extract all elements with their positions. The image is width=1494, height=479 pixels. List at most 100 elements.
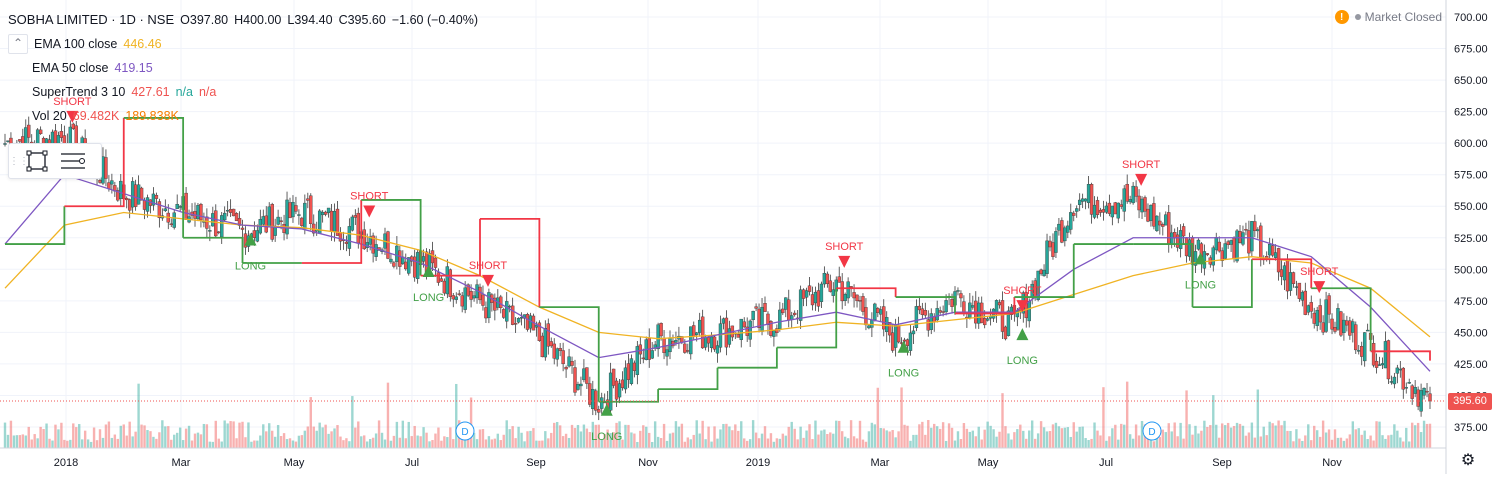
candle-body [389,258,393,263]
supertrend-segment [420,218,481,277]
legend-supertrend[interactable]: SuperTrend 3 10 427.61 n/a n/a [8,80,484,104]
long-arrow-icon [422,265,435,277]
volume-bar [915,434,918,448]
volume-bar [1042,427,1046,448]
candle-body [1357,350,1361,352]
candle-body [353,215,358,218]
volume-bar [701,420,704,448]
candle-body [196,205,200,220]
volume-bar [772,441,776,448]
drawing-toolbar[interactable]: ⋮⋮ [8,143,102,179]
collapse-icon[interactable]: ⌃ [8,34,28,54]
candle [1205,253,1210,257]
volume-bar [1253,437,1257,448]
time-tick-label: Mar [871,457,890,469]
candle-body [1152,203,1156,227]
candle-body [656,324,660,350]
volume-bar [606,429,609,448]
candle-body [873,303,877,321]
volume-bar [434,433,437,448]
volume-bar [630,432,633,448]
candle-body [306,198,310,201]
candle-body [540,335,545,358]
candle-body [1089,184,1094,215]
lines-tool-icon[interactable] [55,146,91,176]
volume-bar [1182,438,1185,448]
warning-icon[interactable]: ! [1334,10,1349,24]
volume-bar [520,432,523,448]
volume-bar [279,436,283,448]
volume-bar [119,425,122,448]
volume-bar [1090,438,1093,448]
volume-bar [374,433,378,448]
candle-body [831,289,835,296]
candle-body [139,187,144,201]
volume-bar [175,432,179,448]
gear-icon[interactable]: ⚙ [1460,452,1476,469]
market-status[interactable]: ! Market Closed [1334,10,1442,24]
volume-bar [930,427,933,448]
candle-body [1416,389,1420,407]
volume-bar [653,421,657,448]
symbol-title[interactable]: SOBHA LIMITED · 1D · NSE [8,12,175,27]
rectangle-tool-icon[interactable] [19,146,55,176]
candle [1193,244,1198,273]
volume-bar [33,434,36,448]
candle [665,345,669,366]
price-tick-label: 425.00 [1454,359,1488,371]
volume-bar [1218,437,1221,448]
volume-bar [600,439,603,448]
candle-body [1354,324,1358,351]
volume-bar [1384,438,1387,448]
candle [1161,222,1165,236]
volume-bar [642,425,645,448]
candle-body [697,319,702,333]
volume-bar [716,438,719,448]
candle [1113,201,1118,215]
legend-volume[interactable]: Vol 20 69.482K 189.838K [8,104,484,128]
volume-bar [1102,387,1105,448]
candle-body [214,210,218,237]
legend-ema100[interactable]: ⌃ EMA 100 close 446.46 [8,32,484,56]
candle [386,230,390,260]
candle-body [119,180,123,199]
volume-bar [339,436,342,448]
volume-bar [891,430,894,448]
time-tick-label: Sep [1212,457,1232,469]
volume-bar [769,433,773,448]
volume-bar [547,438,550,448]
indicator-lines [0,117,1446,403]
volume-ma-value: 189.838K [125,109,179,123]
drag-handle-icon[interactable]: ⋮⋮ [9,155,29,167]
volume-bar [962,423,966,448]
volume-bar [484,439,488,448]
time-axis[interactable]: 2018 Mar May Jul Sep Nov 2019 Mar May Jul Sep Nov [0,447,1446,469]
candle-body [323,211,328,215]
candle-body [558,348,562,351]
volume-value: 69.482K [72,109,120,123]
candle-body [208,230,212,232]
volume-bar [128,421,131,448]
volume-bar [1120,423,1123,448]
legend-ema50[interactable]: EMA 50 close 419.15 [8,56,484,80]
volume-bar [570,424,574,448]
volume-bar [1425,423,1429,448]
candle-body [665,349,669,357]
volume-bar [927,420,930,448]
volume-bar [80,439,84,448]
candle-body [510,305,515,325]
volume-bar [1354,429,1357,448]
volume-bar [336,425,339,448]
candle [1309,295,1313,319]
volume-bar [505,420,508,448]
volume-bar [1114,424,1117,448]
supertrend-segment [1251,258,1313,289]
candle-body [570,361,574,366]
candle-body [1048,240,1052,248]
candle-body [585,367,589,384]
candle [1060,217,1064,244]
volume-bar [75,427,78,448]
volume-bar [879,428,882,448]
